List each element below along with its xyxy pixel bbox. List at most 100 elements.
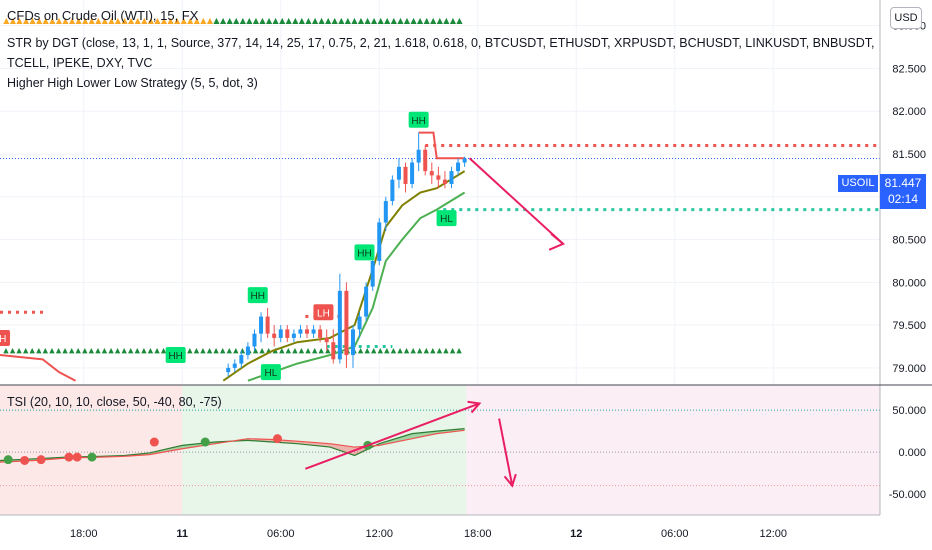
level-triangle: ▲ bbox=[128, 346, 134, 354]
signal-triangle: ▲ bbox=[227, 16, 234, 25]
tsi-tick-label: 0.000 bbox=[898, 447, 926, 459]
candle-body bbox=[462, 158, 467, 163]
level-triangle: ▲ bbox=[397, 346, 403, 354]
level-triangle: ▲ bbox=[286, 346, 292, 354]
time-tick-label: 18:00 bbox=[70, 528, 98, 540]
signal-triangle: ▲ bbox=[135, 16, 142, 25]
signal-triangle: ▲ bbox=[56, 16, 63, 25]
tsi-cross-point bbox=[36, 455, 46, 465]
candle-body bbox=[377, 222, 382, 261]
signal-triangle: ▲ bbox=[95, 16, 102, 25]
signal-triangle: ▲ bbox=[174, 16, 181, 25]
level-triangle: ▲ bbox=[161, 346, 167, 354]
signal-triangle: ▲ bbox=[187, 16, 194, 25]
marker-hh bbox=[247, 287, 268, 304]
marker-lh bbox=[313, 304, 334, 321]
signal-triangle: ▲ bbox=[292, 16, 299, 25]
price-tick-label: 81.500 bbox=[892, 149, 926, 161]
tsi-tick-label: 50.000 bbox=[892, 405, 926, 417]
marker-lh bbox=[0, 329, 10, 346]
candle-body bbox=[350, 329, 355, 356]
signal-triangle: ▲ bbox=[266, 16, 273, 25]
level-triangle: ▲ bbox=[319, 346, 325, 354]
level-triangle: ▲ bbox=[259, 346, 265, 354]
candle-body bbox=[239, 355, 244, 364]
level-triangle: ▲ bbox=[207, 346, 213, 354]
signal-triangle: ▲ bbox=[102, 16, 109, 25]
candle-body bbox=[429, 171, 434, 176]
price-tick-label: 80.000 bbox=[892, 277, 926, 289]
level-triangle: ▲ bbox=[148, 346, 154, 354]
candle-body bbox=[252, 333, 257, 347]
marker-label: LH bbox=[317, 308, 330, 319]
time-tick-label: 06:00 bbox=[661, 528, 689, 540]
candle-body bbox=[324, 337, 329, 343]
level-triangle: ▲ bbox=[10, 346, 16, 354]
background-panes bbox=[0, 385, 880, 515]
signal-triangle: ▲ bbox=[332, 16, 339, 25]
level-triangle: ▲ bbox=[213, 346, 219, 354]
indicator-tsi-legend[interactable]: TSI (20, 10, 10, close, 50, -40, 80, -75… bbox=[7, 395, 222, 409]
level-triangle: ▲ bbox=[56, 346, 62, 354]
signal-triangle: ▲ bbox=[128, 16, 135, 25]
marker-hh bbox=[354, 244, 375, 261]
candle-body bbox=[245, 346, 250, 356]
level-triangle: ▲ bbox=[430, 346, 436, 354]
currency-button[interactable]: USD bbox=[890, 7, 922, 29]
candle-body bbox=[364, 286, 369, 317]
level-triangle: ▲ bbox=[30, 346, 36, 354]
signal-triangle: ▲ bbox=[338, 16, 345, 25]
level-triangle: ▲ bbox=[417, 346, 423, 354]
symbol-title[interactable]: CFDs on Crude Oil (WTI), 15, FX bbox=[7, 8, 199, 23]
candle-body bbox=[305, 329, 310, 334]
candle-body bbox=[416, 149, 421, 163]
signal-triangle: ▲ bbox=[161, 16, 168, 25]
signal-triangle: ▲ bbox=[167, 16, 174, 25]
tsi-pink-zone bbox=[466, 385, 880, 515]
level-triangle: ▲ bbox=[325, 346, 331, 354]
signal-triangle: ▲ bbox=[424, 16, 431, 25]
level-triangle: ▲ bbox=[384, 346, 390, 354]
candle-body bbox=[436, 175, 441, 180]
marker-label: HL bbox=[440, 214, 453, 225]
level-triangle: ▲ bbox=[102, 346, 108, 354]
candle-body bbox=[265, 316, 270, 334]
signal-triangle: ▲ bbox=[345, 16, 352, 25]
time-tick-label: 11 bbox=[176, 528, 188, 540]
indicator-str-legend[interactable]: STR by DGT (close, 13, 1, 1, Source, 377… bbox=[7, 36, 875, 70]
signal-triangle: ▲ bbox=[3, 16, 10, 25]
level-triangle: ▲ bbox=[443, 346, 449, 354]
tsi-cross-point bbox=[272, 434, 282, 444]
level-triangle: ▲ bbox=[194, 346, 200, 354]
candle-body bbox=[259, 316, 264, 334]
level-triangle: ▲ bbox=[49, 346, 55, 354]
signal-triangle: ▲ bbox=[62, 16, 69, 25]
signal-triangle: ▲ bbox=[246, 16, 253, 25]
level-triangle: ▲ bbox=[424, 346, 430, 354]
signal-triangle: ▲ bbox=[253, 16, 260, 25]
candle-body bbox=[403, 166, 408, 184]
signal-triangle: ▲ bbox=[23, 16, 30, 25]
signal-triangle: ▲ bbox=[358, 16, 365, 25]
signal-triangle: ▲ bbox=[213, 16, 220, 25]
price-tick-label: 79.500 bbox=[892, 320, 926, 332]
signal-triangle: ▲ bbox=[378, 16, 385, 25]
bar-countdown: 02:14 bbox=[887, 192, 919, 206]
annotation-arrowhead bbox=[548, 233, 566, 251]
time-tick-label: 12 bbox=[570, 528, 582, 540]
signal-triangle: ▲ bbox=[43, 16, 50, 25]
level-triangle: ▲ bbox=[108, 346, 114, 354]
indicator-hhll-legend[interactable]: Higher High Lower Low Strategy (5, 5, do… bbox=[7, 76, 258, 90]
signal-triangle: ▲ bbox=[325, 16, 332, 25]
tsi-cross-point bbox=[72, 452, 82, 462]
signal-triangle: ▲ bbox=[49, 16, 56, 25]
level-triangle: ▲ bbox=[82, 346, 88, 354]
tsi-tick-label: -50.000 bbox=[889, 489, 926, 501]
candle-body bbox=[396, 166, 401, 180]
tsi-plot bbox=[0, 400, 880, 488]
candle-body bbox=[370, 260, 375, 287]
level-triangle: ▲ bbox=[358, 346, 364, 354]
signal-triangle: ▲ bbox=[443, 16, 450, 25]
signal-triangle: ▲ bbox=[259, 16, 266, 25]
